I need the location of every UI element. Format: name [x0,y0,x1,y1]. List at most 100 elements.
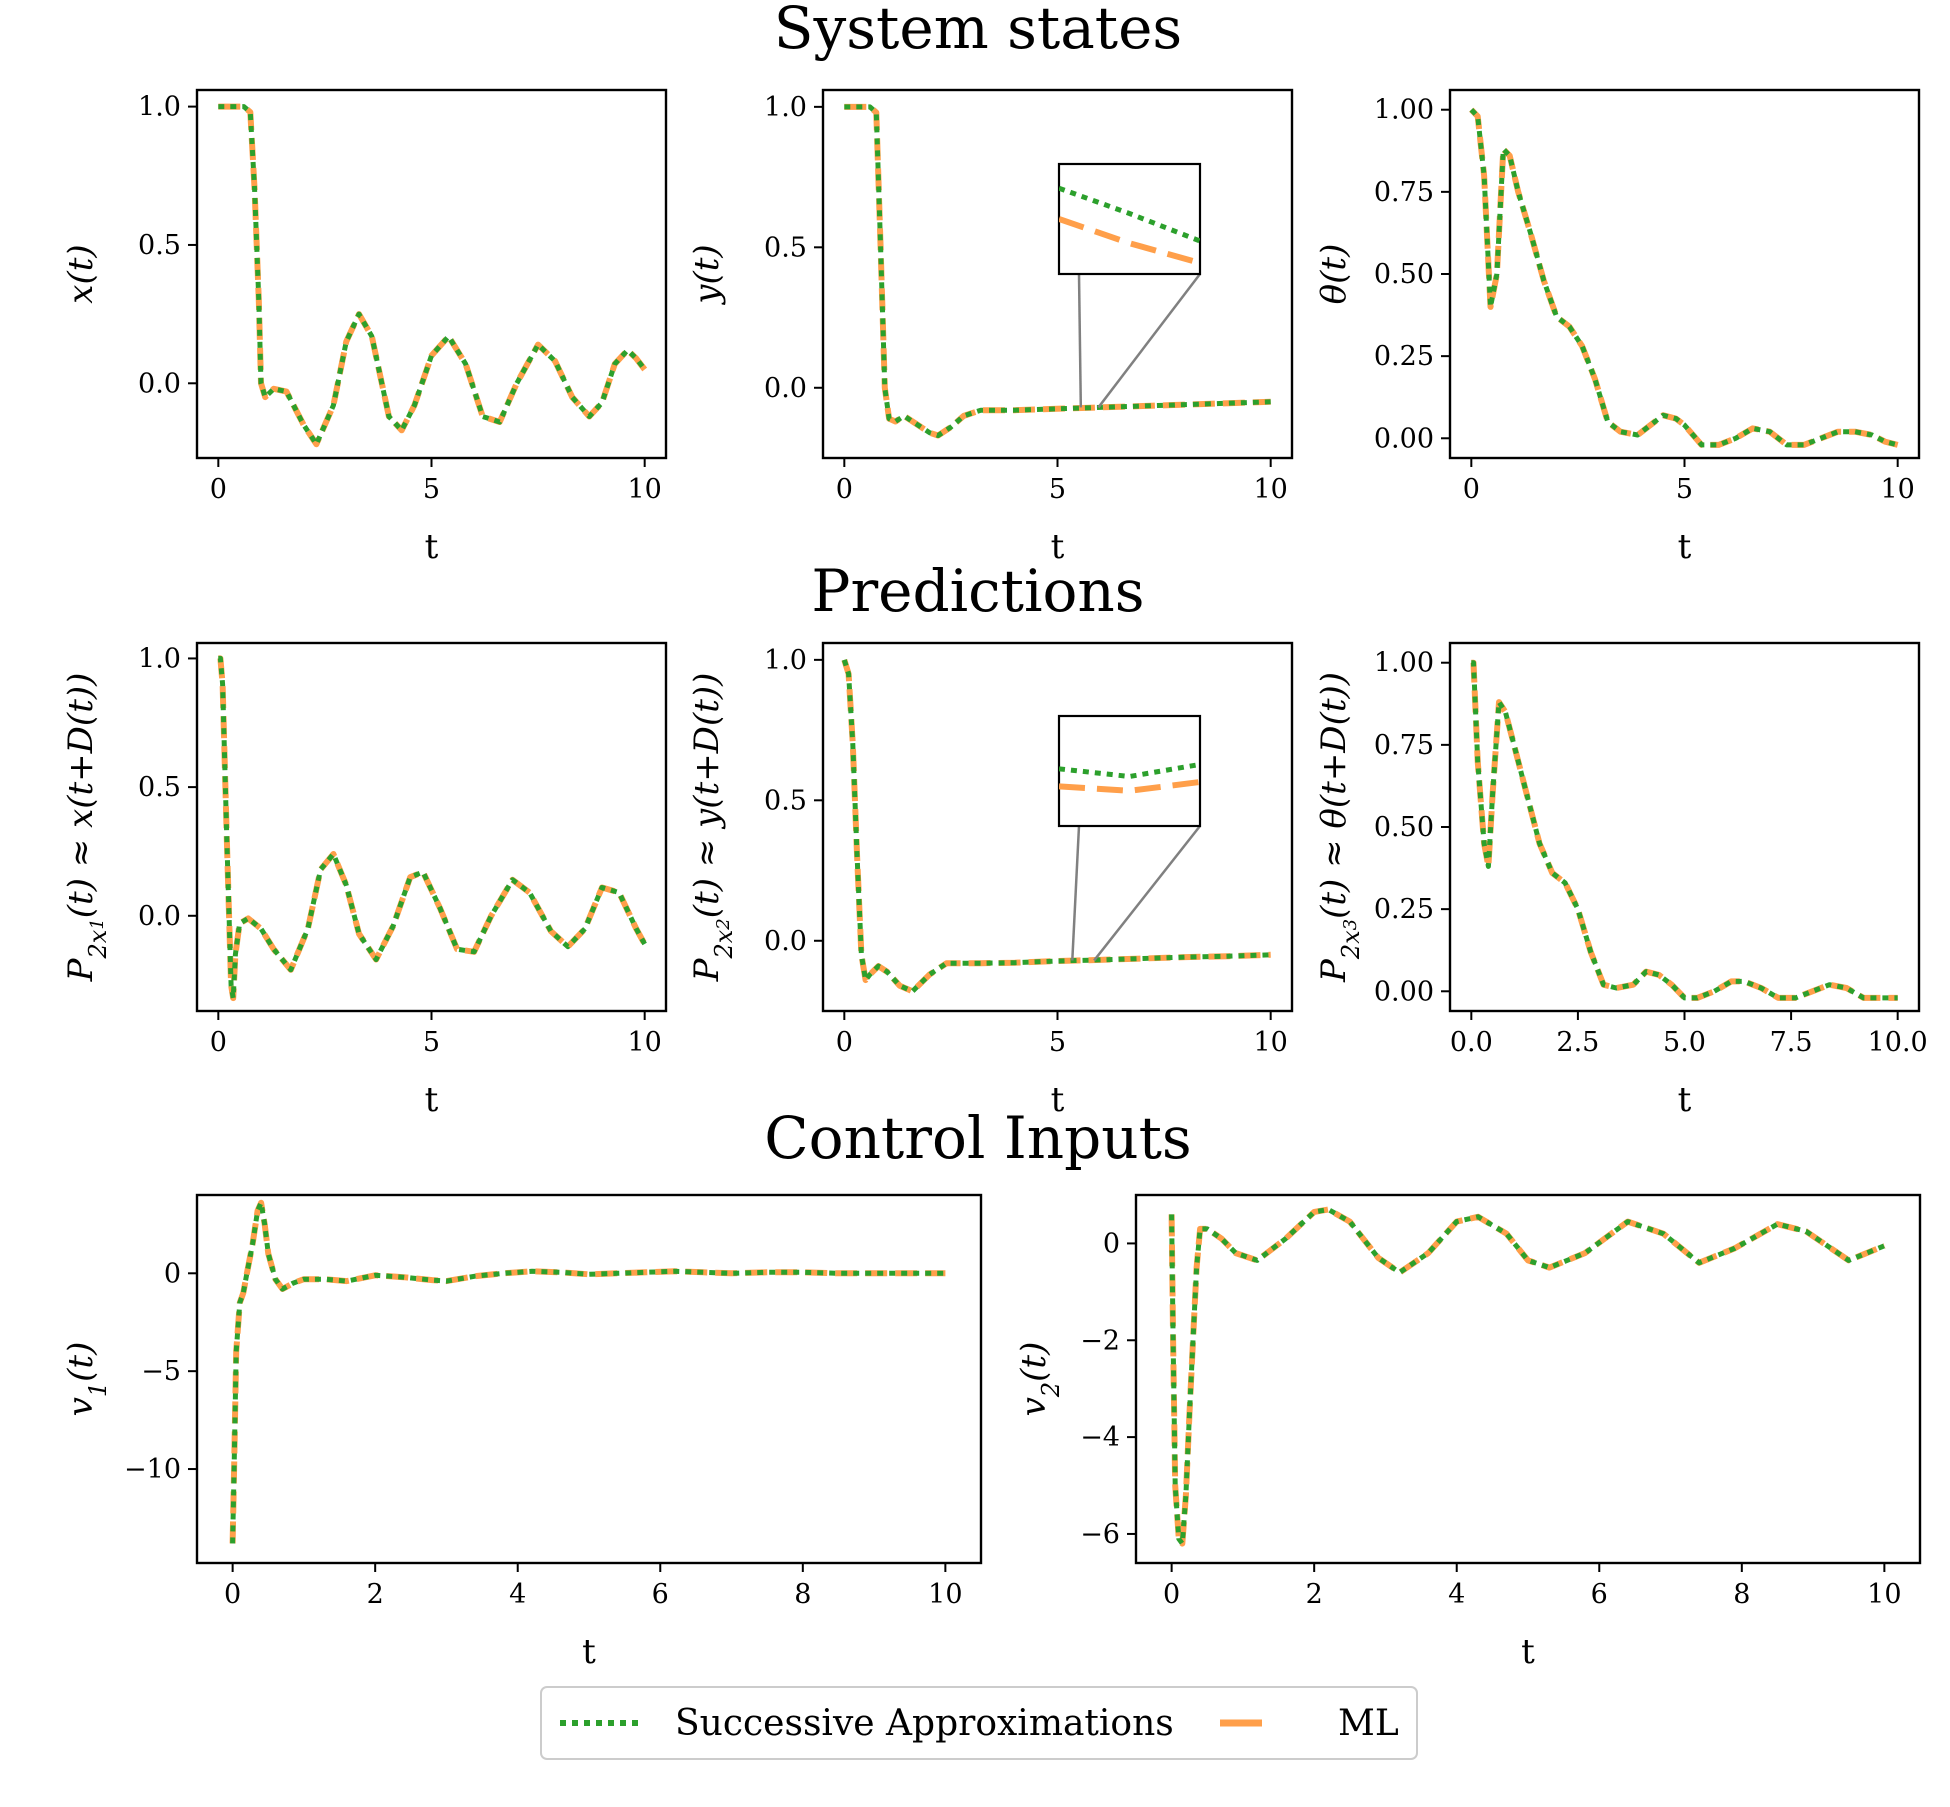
ytick-label-v1: 0 [164,1258,181,1289]
series-ml-v1 [229,1199,946,1544]
xtick-label-v2: 4 [1448,1579,1465,1610]
series-ml-px [217,655,648,1002]
xtick-label-v2: 6 [1591,1579,1608,1610]
series-sa-v1 [230,1200,946,1544]
xtick-label-ptheta: 0.0 [1450,1027,1493,1058]
series-sa-theta [1469,107,1899,448]
xlabel-theta: t [1678,527,1692,567]
xtick-label-v2: 10 [1867,1579,1901,1610]
inset-series-ml-y [1059,216,1200,266]
subplot-x: 0 5 10 0.0 0.5 1.0 t x(t) [61,88,668,567]
ylabel-px: P2x1(t) ≈ x(t+D(t)) [61,673,112,983]
row-title-control-inputs: Control Inputs [764,1104,1191,1172]
series-sa-ptheta [1471,660,1898,1001]
xtick-label-py: 5 [1049,1027,1066,1058]
ytick-label-v2: −2 [1080,1325,1120,1356]
series-ml-theta [1469,107,1899,448]
inset-series-ml-py [1059,779,1200,794]
legend: Successive Approximations ML [540,1686,1418,1760]
zoom-connector-right-py [1093,825,1201,962]
xlabel-y: t [1051,527,1065,567]
ytick-label-v2: 0 [1103,1228,1120,1259]
ytick-label-theta: 0.75 [1374,177,1434,208]
ytick-label-y: 1.0 [764,92,807,123]
xtick-label-py: 10 [1254,1027,1288,1058]
xtick-label-py: 0 [836,1027,853,1058]
zoom-connector-left-y [1077,273,1083,408]
zoom-connector-left-py [1071,825,1081,961]
row-title-predictions: Predictions [811,557,1144,625]
subplot-y: 0 5 10 0.0 0.5 1.0 t y(t) [687,88,1294,567]
ytick-label-v1: −5 [141,1356,181,1387]
ytick-label-py: 1.0 [764,645,807,676]
ytick-label-theta: 0.25 [1374,341,1434,372]
xlabel-v2: t [1521,1632,1535,1672]
axes-frame-v1 [195,1193,983,1565]
plot-area-theta [1469,107,1899,448]
subplot-ptheta: 0.0 2.5 5.0 7.5 10.0 0.00 0.25 0.50 0.75 1.00 t P2x… [1314,641,1928,1120]
series-sa-y [844,104,1271,438]
ylabel-v1: v1(t) [61,1342,112,1417]
plot-area-ptheta [1470,659,1898,1001]
axes-frame-x [195,88,668,460]
legend-frame [540,1686,1418,1760]
subplot-v2: 0 2 4 6 8 10 −6 −4 −2 0 t v2(t) [1014,1193,1922,1672]
series-ml-x [218,103,648,448]
xtick-label-ptheta: 7.5 [1770,1027,1813,1058]
xtick-label-y: 0 [836,474,853,505]
inset-plot-y [1059,185,1200,266]
ytick-label-theta: 0.50 [1374,259,1434,290]
axes-frame-theta [1448,88,1921,460]
inset-plot-py [1059,761,1200,794]
xtick-label-ptheta: 2.5 [1556,1027,1599,1058]
plot-area-y [844,103,1271,439]
series-ml-v2 [1168,1206,1886,1547]
inset-series-sa-y [1059,185,1200,244]
ytick-label-ptheta: 0.00 [1374,976,1434,1007]
xlabel-py: t [1051,1080,1065,1120]
xtick-label-px: 5 [423,1027,440,1058]
plot-area-v1 [229,1199,946,1544]
series-ml-py [841,659,1271,995]
ylabel-ptheta: P2x3(t) ≈ θ(t+D(t)) [1314,672,1365,983]
ytick-label-y: 0.5 [764,232,807,263]
xtick-label-v2: 0 [1163,1579,1180,1610]
subplot-px: 0 5 10 0.0 0.5 1.0 t P2x1(t) ≈ x(t+D(t)) [61,641,668,1120]
series-ml-y [844,103,1271,439]
xlabel-ptheta: t [1678,1080,1692,1120]
xlabel-px: t [425,1080,439,1120]
series-sa-x [218,104,647,447]
ytick-label-x: 0.0 [138,368,181,399]
xtick-label-x: 10 [628,474,662,505]
ytick-label-px: 1.0 [138,643,181,674]
xtick-label-theta: 5 [1676,474,1693,505]
ytick-label-v1: −10 [124,1454,181,1485]
xtick-label-x: 5 [423,474,440,505]
xtick-label-theta: 10 [1881,474,1915,505]
xtick-label-v1: 0 [224,1579,241,1610]
axes-frame-ptheta [1448,641,1921,1013]
ylabel-x: x(t) [61,244,101,303]
ytick-label-ptheta: 0.25 [1374,894,1434,925]
xtick-label-v1: 4 [509,1579,526,1610]
ytick-label-ptheta: 0.75 [1374,730,1434,761]
xtick-label-y: 5 [1049,474,1066,505]
plot-area-px [217,655,648,1002]
plot-area-v2 [1168,1206,1886,1547]
row-title-system-states: System states [774,0,1182,62]
xtick-label-v1: 6 [652,1579,669,1610]
ytick-label-theta: 0.00 [1374,423,1434,454]
ytick-label-px: 0.0 [138,901,181,932]
xtick-label-ptheta: 10.0 [1868,1027,1928,1058]
xtick-label-ptheta: 5.0 [1663,1027,1706,1058]
ylabel-y: y(t) [687,244,727,305]
axes-layer: 0 5 10 0.0 0.5 1.0 t x(t) 0 5 10 0.0 0.5 1.0 t y(t) 0 5 10… [61,88,1928,1672]
xtick-label-v1: 10 [928,1579,962,1610]
subplot-py: 0 5 10 0.0 0.5 1.0 t P2x2(t) ≈ y(t+D(t)) [687,641,1294,1120]
xlabel-x: t [425,527,439,567]
xtick-label-v1: 2 [367,1579,384,1610]
series-sa-py [841,659,1271,994]
ytick-label-x: 1.0 [138,92,181,123]
zoom-connector-right-y [1097,273,1201,409]
